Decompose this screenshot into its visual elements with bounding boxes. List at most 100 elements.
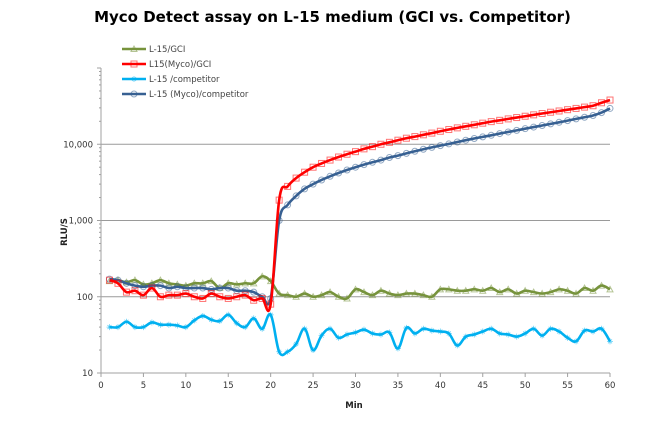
data-point	[317, 291, 326, 299]
data-point	[225, 311, 232, 318]
data-point	[292, 292, 300, 300]
data-point	[292, 192, 300, 200]
y-tick-label: 100	[77, 293, 93, 303]
data-point	[462, 122, 470, 130]
data-point	[275, 289, 283, 297]
x-tick-label: 10	[180, 381, 191, 391]
legend-label: L15(Myco)/GCI	[149, 60, 211, 70]
data-point	[207, 277, 216, 285]
x-tick-label: 55	[562, 381, 573, 391]
legend: L-15/GCI L15(Myco)/GCI L-15 /competitor L-1…	[122, 44, 249, 100]
data-point	[165, 284, 173, 292]
data-point	[140, 324, 147, 331]
data-point	[139, 283, 147, 291]
data-point	[521, 112, 529, 120]
legend-item: L15(Myco)/GCI	[122, 60, 211, 70]
data-point	[445, 330, 452, 337]
data-point	[105, 276, 113, 284]
data-point	[114, 279, 122, 287]
data-point	[360, 326, 367, 333]
data-point	[300, 289, 309, 297]
data-point	[555, 118, 563, 126]
data-point	[597, 281, 606, 289]
data-point	[538, 110, 546, 118]
data-point	[581, 113, 589, 121]
data-point	[190, 293, 198, 301]
y-tick-label: 10,000	[63, 140, 93, 150]
data-point	[174, 322, 181, 329]
data-point	[284, 182, 292, 190]
data-point	[606, 104, 614, 112]
data-point	[368, 158, 376, 166]
data-point	[563, 286, 572, 294]
data-point	[462, 333, 469, 340]
data-point	[334, 292, 343, 300]
data-point	[453, 286, 462, 294]
data-point	[232, 280, 241, 288]
data-point	[360, 161, 368, 169]
data-point	[505, 331, 512, 338]
data-point	[487, 118, 495, 126]
x-tick-label: 15	[223, 381, 234, 391]
legend-label: L-15 (Myco)/competitor	[149, 90, 249, 100]
data-point	[258, 272, 267, 280]
data-point	[377, 286, 385, 294]
data-point	[114, 324, 121, 331]
data-point	[310, 347, 317, 354]
data-point	[208, 316, 215, 323]
data-point	[385, 138, 393, 146]
series-line	[109, 98, 611, 313]
data-point	[233, 293, 241, 301]
axes: 10 100 1,000 10,000 0 5 10 15 20 25 30 35 40 45 50 55 60	[63, 67, 615, 391]
data-point	[224, 279, 233, 287]
data-point	[555, 107, 563, 115]
data-point	[402, 134, 410, 142]
data-point	[122, 288, 130, 296]
legend-item: L-15/GCI	[122, 44, 185, 55]
data-point	[461, 286, 470, 294]
data-point	[199, 284, 207, 292]
data-point	[581, 327, 588, 334]
data-point	[242, 324, 249, 331]
data-point	[394, 152, 402, 160]
data-point	[512, 289, 521, 297]
data-point	[589, 112, 597, 120]
data-point	[165, 279, 173, 287]
data-point	[352, 148, 359, 156]
data-point	[547, 120, 555, 128]
data-point	[445, 140, 453, 148]
data-point	[598, 325, 605, 332]
data-point	[216, 293, 224, 301]
data-point	[538, 289, 546, 297]
data-point	[198, 279, 207, 287]
data-point	[419, 145, 427, 153]
series-l15-myco-gci	[105, 96, 614, 313]
data-point	[352, 163, 359, 171]
data-point	[580, 284, 589, 292]
data-point	[479, 328, 486, 335]
data-point	[444, 285, 453, 293]
data-point	[522, 330, 529, 337]
data-point	[428, 143, 436, 151]
data-point	[241, 287, 249, 295]
data-point	[139, 291, 147, 299]
legend-marker	[130, 60, 138, 68]
data-point	[207, 290, 215, 298]
data-point	[131, 287, 139, 295]
data-point	[335, 334, 342, 341]
data-point	[589, 102, 597, 110]
x-tick-label: 45	[477, 381, 488, 391]
data-point	[258, 294, 266, 302]
data-point	[318, 159, 326, 167]
data-point	[156, 282, 164, 290]
data-point	[309, 292, 317, 300]
data-point	[530, 123, 538, 131]
data-point	[556, 328, 563, 335]
data-point	[402, 289, 411, 297]
data-point	[428, 292, 436, 300]
data-point	[309, 163, 317, 171]
data-point	[436, 127, 444, 135]
chart-title: Myco Detect assay on L-15 medium (GCI vs…	[94, 8, 571, 26]
data-point	[394, 291, 402, 299]
data-point	[148, 319, 155, 326]
